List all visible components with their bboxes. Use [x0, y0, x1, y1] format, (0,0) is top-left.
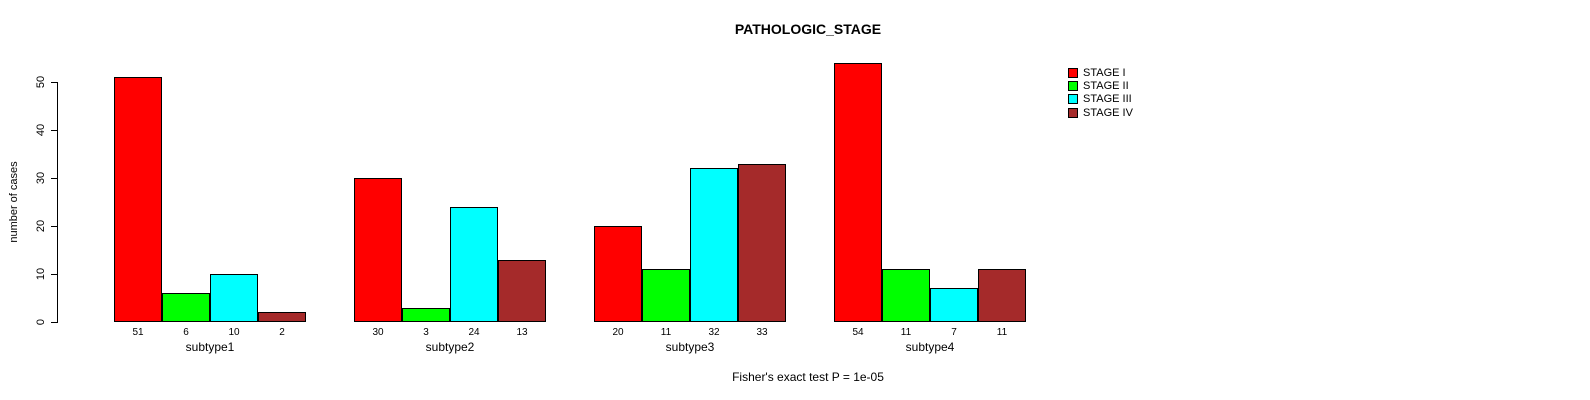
y-axis-tick — [51, 274, 57, 275]
legend-swatch — [1068, 67, 1078, 78]
legend-item: STAGE I — [1068, 66, 1133, 79]
category-label: subtype2 — [425, 340, 475, 354]
bar — [642, 269, 690, 322]
y-axis-tick — [51, 322, 57, 323]
y-axis-tick-label: 50 — [35, 75, 47, 89]
legend-label: STAGE III — [1083, 93, 1132, 106]
bar — [162, 293, 210, 322]
legend-label: STAGE IV — [1083, 106, 1133, 119]
bar — [978, 269, 1026, 322]
bar — [498, 260, 546, 322]
bar — [690, 168, 738, 322]
bar — [210, 274, 258, 322]
y-axis-label: number of cases — [8, 161, 20, 243]
stats-caption: Fisher's exact test P = 1e-05 — [732, 370, 884, 384]
chart-title: PATHOLOGIC_STAGE — [734, 21, 882, 37]
category-label: subtype1 — [185, 340, 235, 354]
legend: STAGE I STAGE II STAGE III STAGE IV — [1068, 66, 1133, 119]
bar — [114, 77, 162, 322]
bar — [738, 164, 786, 322]
y-axis-tick — [51, 130, 57, 131]
bar-value-label: 51 — [132, 327, 144, 338]
bar — [402, 308, 450, 322]
bar-value-label: 54 — [852, 327, 864, 338]
legend-label: STAGE I — [1083, 66, 1126, 79]
bar-value-label: 6 — [183, 327, 189, 338]
bar — [354, 178, 402, 322]
bar-value-label: 11 — [900, 327, 912, 338]
legend-item: STAGE II — [1068, 79, 1133, 92]
bar — [450, 207, 498, 322]
category-label: subtype3 — [665, 340, 715, 354]
y-axis-tick-label: 40 — [35, 123, 47, 137]
bar-value-label: 24 — [468, 327, 480, 338]
y-axis-tick-label: 20 — [35, 219, 47, 233]
bar — [930, 288, 978, 322]
bar-value-label: 20 — [612, 327, 624, 338]
bar-value-label: 7 — [951, 327, 957, 338]
legend-label: STAGE II — [1083, 79, 1129, 92]
bar-value-label: 10 — [228, 327, 240, 338]
y-axis-tick — [51, 178, 57, 179]
legend-item: STAGE IV — [1068, 106, 1133, 119]
bar-value-label: 2 — [279, 327, 285, 338]
bar — [258, 312, 306, 322]
bar-value-label: 30 — [372, 327, 384, 338]
legend-swatch — [1068, 107, 1078, 118]
bar-value-label: 13 — [516, 327, 528, 338]
category-label: subtype4 — [905, 340, 955, 354]
y-axis-tick-label: 30 — [35, 171, 47, 185]
legend-swatch — [1068, 80, 1078, 91]
y-axis-tick-label: 0 — [35, 318, 47, 326]
y-axis-tick-label: 10 — [35, 267, 47, 281]
bar-value-label: 3 — [423, 327, 429, 338]
bar-value-label: 33 — [756, 327, 768, 338]
bar-value-label: 11 — [996, 327, 1008, 338]
bar — [594, 226, 642, 322]
bar — [834, 63, 882, 322]
y-axis-tick — [51, 226, 57, 227]
y-axis-tick — [51, 82, 57, 83]
bar-value-label: 32 — [708, 327, 720, 338]
bar — [882, 269, 930, 322]
legend-swatch — [1068, 94, 1078, 105]
bar-value-label: 11 — [660, 327, 672, 338]
y-axis-line — [57, 82, 58, 323]
legend-item: STAGE III — [1068, 93, 1133, 106]
